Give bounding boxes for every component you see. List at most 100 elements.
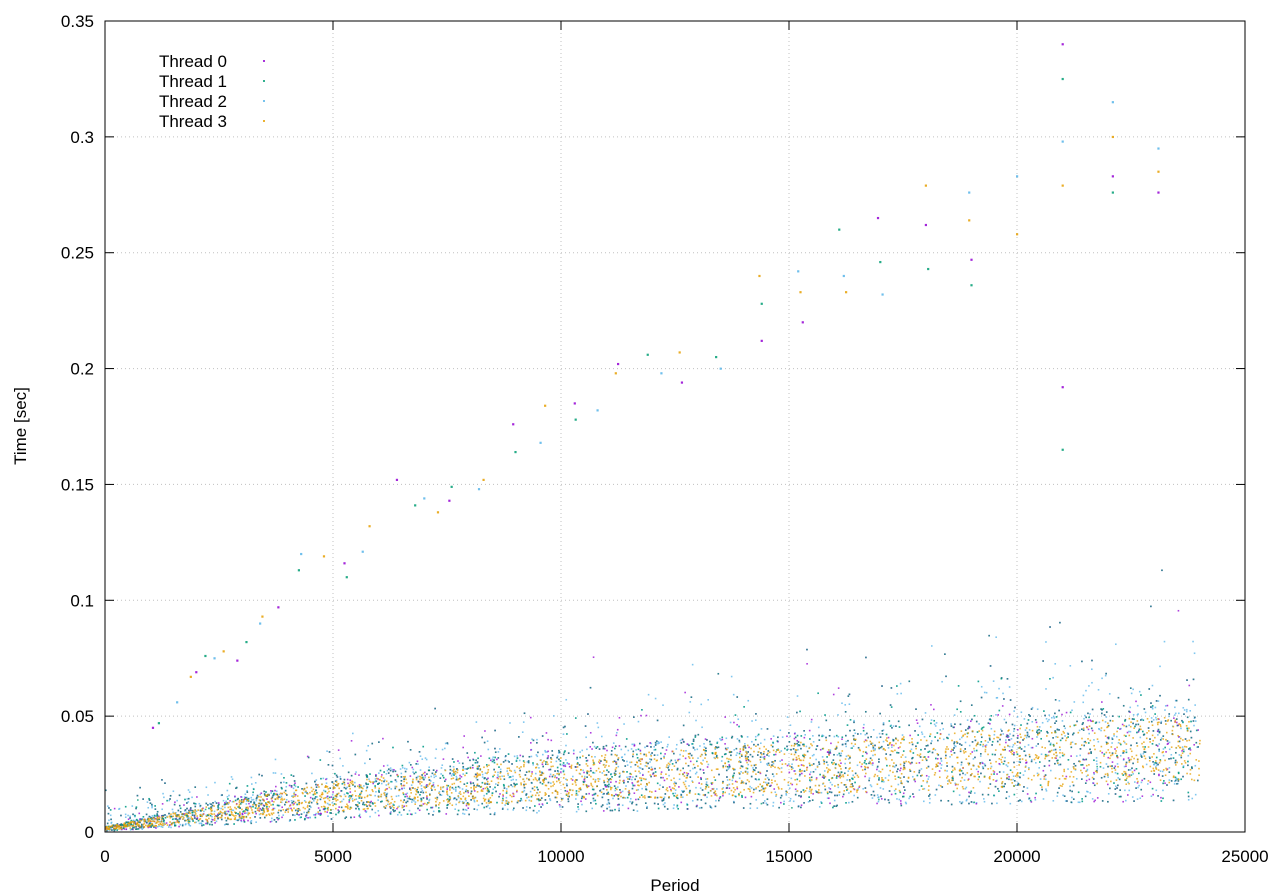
data-point bbox=[171, 808, 174, 811]
data-point bbox=[476, 762, 479, 764]
data-point bbox=[807, 800, 810, 803]
data-point bbox=[959, 768, 961, 771]
data-point bbox=[1059, 756, 1061, 759]
data-point bbox=[1173, 783, 1176, 785]
data-point bbox=[262, 812, 264, 814]
data-point bbox=[1140, 756, 1143, 758]
data-point bbox=[755, 713, 757, 715]
data-point bbox=[502, 783, 505, 786]
data-point bbox=[602, 810, 605, 812]
data-point bbox=[1009, 699, 1012, 701]
data-point bbox=[572, 749, 575, 752]
data-point bbox=[789, 735, 791, 738]
data-point bbox=[1008, 776, 1010, 778]
data-point bbox=[615, 793, 617, 796]
data-point bbox=[455, 775, 458, 778]
data-point bbox=[1166, 740, 1169, 742]
data-point bbox=[615, 780, 617, 783]
data-point bbox=[853, 719, 855, 722]
data-point bbox=[1163, 780, 1165, 782]
data-point bbox=[397, 775, 399, 778]
data-point bbox=[292, 800, 295, 803]
data-point bbox=[465, 772, 468, 774]
data-point bbox=[1002, 763, 1005, 765]
data-point bbox=[217, 806, 219, 808]
data-point bbox=[770, 738, 772, 740]
data-point bbox=[254, 810, 257, 813]
data-point bbox=[556, 756, 558, 759]
data-point bbox=[263, 790, 265, 793]
data-point bbox=[968, 795, 970, 798]
data-point bbox=[449, 765, 452, 768]
data-point bbox=[1125, 779, 1127, 781]
data-point bbox=[846, 724, 849, 726]
data-point bbox=[700, 778, 702, 781]
data-point bbox=[1012, 744, 1015, 746]
data-point bbox=[332, 791, 334, 793]
data-point bbox=[294, 793, 297, 796]
data-point bbox=[1094, 799, 1096, 802]
data-point bbox=[1193, 652, 1196, 655]
data-point bbox=[658, 742, 660, 744]
data-point bbox=[773, 788, 776, 790]
data-point bbox=[285, 782, 288, 784]
data-point bbox=[355, 771, 357, 773]
data-point bbox=[305, 816, 308, 819]
data-point bbox=[728, 764, 731, 766]
data-point bbox=[1014, 784, 1017, 787]
data-point bbox=[619, 774, 621, 777]
data-point bbox=[731, 779, 734, 782]
data-point bbox=[197, 819, 200, 822]
data-point bbox=[492, 788, 495, 791]
data-point bbox=[259, 807, 262, 810]
data-point bbox=[1040, 753, 1043, 756]
data-point bbox=[1054, 762, 1056, 765]
data-point bbox=[366, 805, 368, 807]
data-point bbox=[1111, 761, 1114, 763]
data-point bbox=[1073, 701, 1076, 703]
data-point bbox=[347, 792, 349, 795]
data-point bbox=[1109, 719, 1112, 722]
data-point bbox=[576, 756, 579, 759]
data-point bbox=[1005, 797, 1008, 800]
data-point bbox=[934, 749, 937, 751]
data-point bbox=[315, 779, 318, 781]
data-point bbox=[183, 810, 186, 812]
data-point bbox=[526, 761, 529, 763]
data-point bbox=[947, 737, 949, 740]
data-point bbox=[328, 803, 330, 806]
data-point bbox=[1024, 765, 1027, 767]
data-point bbox=[966, 719, 969, 721]
data-point bbox=[167, 826, 170, 828]
data-point bbox=[862, 726, 865, 729]
data-point bbox=[225, 819, 228, 822]
data-point bbox=[872, 790, 875, 793]
data-point bbox=[1027, 744, 1030, 746]
data-point bbox=[419, 793, 421, 796]
data-point bbox=[923, 756, 926, 758]
data-point bbox=[591, 788, 594, 791]
data-point bbox=[829, 802, 831, 805]
data-point bbox=[725, 753, 727, 755]
data-point bbox=[452, 788, 455, 790]
data-point bbox=[523, 786, 526, 789]
data-point bbox=[477, 757, 479, 760]
data-point bbox=[294, 785, 297, 788]
data-point bbox=[433, 786, 436, 788]
data-point bbox=[1194, 704, 1196, 706]
data-point bbox=[512, 809, 515, 811]
data-point bbox=[528, 799, 531, 802]
data-point bbox=[912, 752, 915, 754]
data-point bbox=[961, 736, 963, 739]
data-point bbox=[293, 803, 295, 805]
data-point bbox=[243, 810, 245, 812]
data-point bbox=[465, 788, 468, 791]
data-point bbox=[821, 735, 823, 738]
data-point bbox=[594, 778, 597, 781]
data-point bbox=[703, 772, 705, 774]
data-point bbox=[848, 703, 851, 706]
data-point bbox=[794, 749, 797, 752]
data-point bbox=[116, 829, 119, 831]
data-point bbox=[809, 764, 811, 767]
data-point bbox=[364, 762, 366, 765]
